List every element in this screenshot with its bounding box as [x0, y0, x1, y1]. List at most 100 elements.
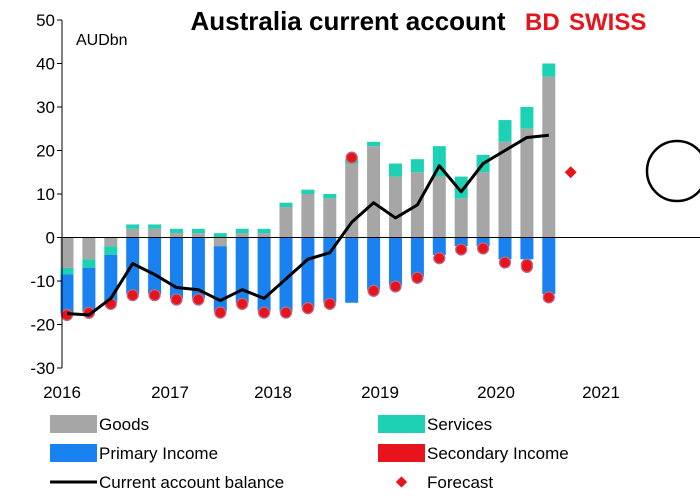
bar-secondary-income — [455, 243, 468, 256]
legend-label-secondary-income: Secondary Income — [427, 444, 569, 463]
bar-goods — [191, 233, 205, 238]
bar-services — [542, 63, 556, 77]
x-tick-label: 2017 — [151, 383, 189, 402]
bar-goods — [432, 176, 446, 238]
bar-secondary-income — [323, 297, 336, 310]
bar-primary-income — [498, 237, 512, 260]
forecast-highlight-circle — [645, 139, 700, 203]
bar-primary-income — [410, 237, 424, 277]
current-account-balance-line — [66, 133, 549, 317]
line-layer — [66, 133, 577, 317]
bar-services — [148, 224, 162, 229]
bar-primary-income — [235, 237, 249, 303]
bar-primary-income — [213, 246, 227, 312]
x-tick-label: 2019 — [361, 383, 399, 402]
bar-goods — [126, 228, 140, 238]
bar-goods — [498, 141, 512, 238]
bar-services — [279, 202, 293, 208]
bar-secondary-income — [126, 288, 139, 302]
bar-secondary-income — [192, 293, 205, 306]
bar-secondary-income — [257, 306, 271, 319]
bar-secondary-income — [367, 284, 380, 297]
legend-label-primary-income: Primary Income — [99, 444, 218, 463]
legend: Goods Services Primary Income Secondary Inc… — [50, 415, 569, 492]
bar-primary-income — [82, 267, 96, 312]
y-tick-label: 30 — [36, 98, 55, 117]
y-tick-label: 50 — [36, 11, 55, 30]
bar-goods — [82, 237, 96, 260]
bar-secondary-income — [301, 302, 315, 315]
bar-secondary-income — [520, 258, 534, 273]
legend-label-current-account-balance: Current account balance — [99, 473, 284, 492]
brand-logo-part2: SWISS — [569, 9, 646, 36]
chart-title: Australia current account — [191, 6, 506, 36]
bar-goods — [279, 207, 293, 238]
brand-logo: BD SWISS — [525, 9, 646, 36]
bar-services — [498, 120, 512, 142]
bar-primary-income — [191, 237, 205, 299]
bar-secondary-income — [170, 293, 183, 306]
legend-swatch-forecast — [395, 476, 408, 488]
bar-goods — [367, 146, 381, 238]
legend-label-services: Services — [427, 415, 492, 434]
y-tick-label: 20 — [36, 142, 55, 161]
bar-services — [126, 224, 140, 229]
bar-services — [367, 141, 381, 147]
bar-services — [520, 107, 534, 129]
bar-services — [213, 233, 227, 238]
bar-secondary-income — [214, 306, 227, 319]
bar-primary-income — [104, 254, 118, 303]
bars-layer — [60, 63, 556, 322]
bar-secondary-income — [411, 271, 424, 284]
bar-services — [257, 228, 271, 234]
bar-goods — [542, 76, 556, 238]
bar-primary-income — [520, 237, 534, 260]
bar-services — [235, 228, 249, 234]
x-tick-label: 2020 — [477, 383, 515, 402]
bar-primary-income — [454, 237, 468, 247]
y-tick-label: 10 — [36, 185, 55, 204]
bar-secondary-income — [498, 256, 512, 269]
bar-goods — [301, 194, 315, 238]
bar-primary-income — [279, 237, 293, 312]
bar-primary-income — [367, 237, 381, 290]
legend-label-forecast: Forecast — [427, 473, 493, 492]
legend-swatch-primary-income — [50, 444, 97, 462]
bar-secondary-income — [236, 297, 249, 310]
bar-services — [323, 194, 337, 199]
bar-primary-income — [148, 237, 162, 295]
y-axis-unit-label: AUDbn — [76, 32, 128, 49]
bar-secondary-income — [389, 280, 402, 293]
bar-goods — [454, 198, 468, 238]
bar-services — [170, 228, 183, 234]
bar-services — [82, 259, 96, 268]
bar-goods — [476, 172, 490, 238]
bar-goods — [213, 237, 227, 247]
x-tick-label: 2018 — [254, 383, 292, 402]
y-tick-label: -30 — [30, 359, 55, 378]
bar-secondary-income — [148, 288, 161, 302]
x-tick-label: 2016 — [43, 383, 81, 402]
bar-primary-income — [476, 237, 490, 247]
bar-primary-income — [257, 237, 271, 312]
bar-secondary-income — [433, 252, 446, 265]
brand-logo-part1: BD — [525, 9, 560, 36]
bar-goods — [60, 237, 74, 268]
bar-secondary-income — [542, 291, 555, 304]
legend-swatch-goods — [50, 415, 97, 433]
legend-swatch-secondary-income — [378, 444, 425, 462]
forecast-marker — [564, 166, 577, 179]
bar-goods — [148, 228, 162, 238]
y-tick-label: 0 — [46, 229, 55, 248]
x-tick-label: 2021 — [582, 383, 620, 402]
bar-services — [454, 176, 468, 199]
bar-primary-income — [301, 237, 315, 308]
legend-swatch-services — [378, 415, 425, 433]
bar-primary-income — [389, 237, 402, 286]
bar-primary-income — [542, 237, 556, 295]
bar-goods — [235, 233, 249, 238]
bar-goods — [104, 237, 118, 247]
bar-primary-income — [432, 237, 446, 255]
